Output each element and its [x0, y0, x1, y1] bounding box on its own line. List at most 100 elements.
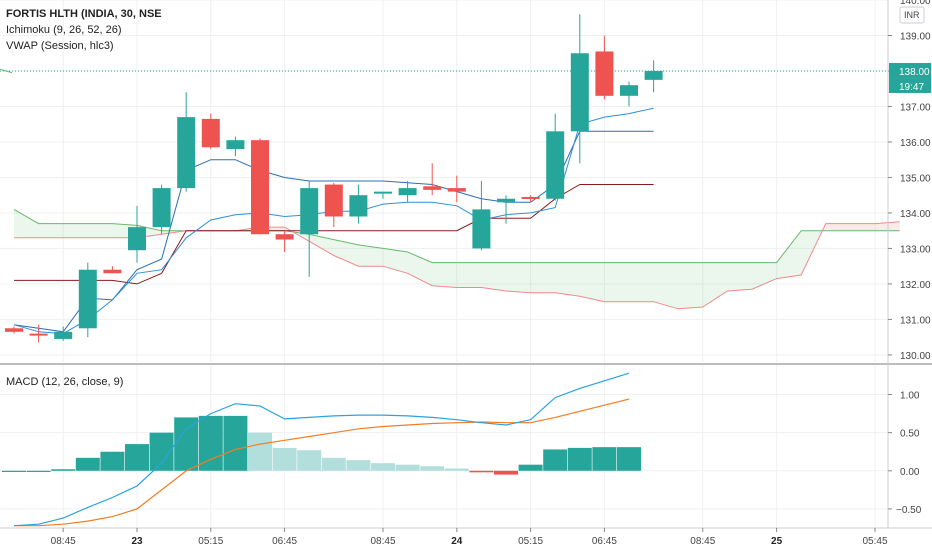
ichimoku-cloud-segment: [727, 262, 752, 292]
ichimoku-cloud-segment: [875, 221, 900, 231]
price-tick-label: 139.00: [900, 31, 931, 42]
histogram-bar: [371, 463, 395, 471]
price-tick-label: 130.00: [900, 351, 931, 362]
ichimoku-cloud-segment: [850, 223, 875, 231]
candle-body: [349, 195, 368, 217]
candle-body: [595, 51, 614, 96]
histogram-bar: [198, 415, 223, 471]
histogram-bar: [346, 460, 371, 471]
ichimoku-cloud-segment: [752, 262, 777, 290]
histogram-bar: [543, 449, 568, 471]
ichimoku-cloud-segment: [481, 262, 506, 292]
histogram-bar: [420, 466, 445, 471]
macd-tick-label: 0.50: [900, 429, 920, 440]
macd-tick-label: −0.50: [896, 505, 922, 516]
histogram-bar: [51, 469, 76, 471]
ichimoku-cloud-segment: [825, 223, 851, 231]
histogram-bar: [272, 447, 297, 471]
ichimoku-cloud-segment: [579, 262, 605, 302]
candle-body: [152, 188, 171, 228]
histogram-bar: [100, 451, 125, 471]
ichimoku-legend[interactable]: Ichimoku (9, 26, 52, 26): [6, 24, 122, 36]
histogram-bar: [174, 417, 199, 471]
time-tick-label: 08:45: [370, 536, 395, 547]
ichimoku-cloud-segment: [629, 262, 654, 302]
macd-histogram: [2, 415, 641, 475]
ichimoku-cloud-segment: [776, 230, 802, 279]
histogram-bar: [223, 415, 248, 471]
price-tick-label: 131.00: [900, 315, 931, 326]
candle-body: [472, 209, 491, 249]
price-tick-label: 133.00: [900, 244, 931, 255]
macd-tick-label: 1.00: [900, 391, 920, 402]
macd-tick-label: 0.00: [900, 467, 920, 478]
symbol-title[interactable]: FORTIS HLTH (INDIA, 30, NSE: [6, 8, 162, 20]
ichimoku-cloud-segment: [432, 262, 457, 288]
candle-body: [374, 191, 392, 194]
ichimoku-cloud-segment: [87, 223, 113, 238]
ichimoku-cloud-segment: [653, 262, 679, 309]
macd-legend[interactable]: MACD (12, 26, close, 9): [6, 376, 124, 388]
ichimoku-cloud-segment: [358, 244, 383, 267]
candles: [5, 14, 663, 343]
time-tick-label: 25: [771, 536, 783, 547]
histogram-bar: [469, 470, 494, 473]
candle-body: [398, 188, 417, 196]
ichimoku-cloud-segment: [604, 262, 629, 302]
ichimoku-base-line: [14, 184, 654, 285]
candle-body: [497, 198, 515, 203]
candle-body: [620, 85, 638, 96]
time-tick-label: 05:45: [862, 536, 887, 547]
candle-body: [5, 328, 23, 332]
price-tick-label: 140.00: [900, 0, 931, 7]
candle-body: [78, 269, 97, 329]
time-tick-label: 06:45: [272, 536, 297, 547]
time-tick-label: 08:45: [51, 536, 76, 547]
histogram-bar: [395, 464, 420, 471]
candle-body: [251, 140, 269, 235]
time-tick-label: 24: [451, 536, 463, 547]
currency-label[interactable]: INR: [904, 10, 920, 20]
vwap-legend[interactable]: VWAP (Session, hlc3): [6, 40, 114, 52]
histogram-bar: [567, 447, 592, 471]
ichimoku-cloud-segment: [506, 262, 531, 293]
time-tick-label: 23: [131, 536, 143, 547]
candle-body: [423, 186, 442, 190]
time-tick-label: 06:45: [592, 536, 617, 547]
histogram-bar: [444, 468, 469, 471]
histogram-bar: [248, 432, 272, 471]
time-tick-label: 05:15: [198, 536, 223, 547]
ichimoku-cloud-segment: [383, 248, 408, 274]
time-tag-box: [889, 78, 931, 93]
ichimoku-cloud-segment: [678, 262, 703, 309]
time-tick-label: 08:45: [690, 536, 715, 547]
candle-body: [275, 234, 294, 240]
ichimoku-cloud-segment: [38, 223, 64, 238]
time-tick-label: 05:15: [518, 536, 543, 547]
histogram-bar: [2, 470, 26, 472]
ichimoku-cloud-segment: [14, 209, 39, 238]
histogram-bar: [518, 464, 543, 471]
candle-body: [103, 269, 122, 274]
price-tag-label: 138.00: [899, 67, 930, 78]
candle-body: [324, 184, 343, 217]
histogram-bar: [494, 470, 518, 475]
candle-body: [521, 196, 540, 199]
candle-body: [447, 188, 466, 192]
candle-body: [177, 117, 196, 189]
time-tag-label: 19:47: [899, 82, 924, 93]
price-tick-label: 132.00: [900, 280, 931, 291]
candle-body: [644, 70, 663, 80]
candle-body: [29, 333, 48, 336]
histogram-bar: [297, 450, 322, 471]
signal-line: [14, 398, 630, 527]
histogram-bar: [321, 457, 346, 471]
histogram-bar: [592, 447, 617, 471]
candle-body: [128, 227, 146, 251]
price-tag-box: [889, 62, 931, 79]
price-tick-label: 137.00: [900, 102, 931, 113]
candle-body: [300, 188, 319, 235]
histogram-bar: [75, 457, 100, 471]
